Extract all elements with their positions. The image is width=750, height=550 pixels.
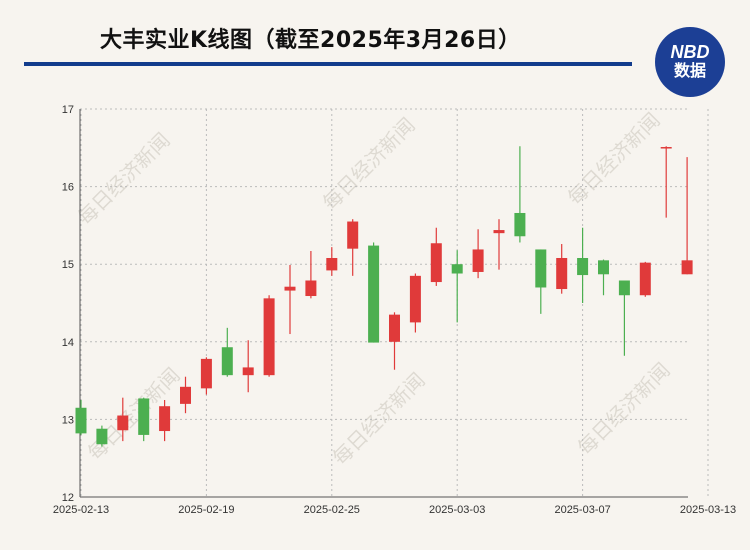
logo-text-top: NBD [670,42,710,62]
candle-body [117,415,129,431]
candle-body [389,314,400,342]
candle-body [180,386,191,404]
logo-text-bottom: 数据 [673,61,706,80]
y-tick-label: 15 [62,259,74,271]
y-tick-label: 14 [62,337,74,349]
candle-body [598,260,609,275]
y-tick-label: 13 [62,414,74,426]
candle-body [347,221,359,249]
candle-body [200,358,212,389]
candle-body [681,260,693,275]
chart-title: 大丰实业K线图（截至2025年3月26日） [100,28,521,53]
candle-body [577,257,589,276]
candle-body [368,245,380,343]
candle-body [305,280,317,297]
candle-body [75,407,87,434]
candle-body [556,257,568,290]
candle-body [263,298,275,376]
candle-body [221,347,233,376]
y-tick-label: 16 [62,182,74,194]
candle-body [639,262,651,296]
candle-body [96,428,108,445]
candle-body [660,147,672,149]
nbd-logo: NBD 数据 [655,27,725,97]
candle-body [514,212,526,237]
candle-body [159,406,171,432]
candle-body [618,280,630,296]
x-tick-label: 2025-02-19 [178,504,234,516]
candle-body [493,230,505,234]
candle-body [472,249,484,272]
candle-body [430,243,442,283]
x-tick-label: 2025-03-13 [680,504,736,516]
candle-body [326,257,338,271]
candle-body [535,249,547,288]
candle-body [451,264,463,274]
x-tick-label: 2025-03-07 [554,504,610,516]
candle-body [242,367,254,376]
candle-body [284,286,296,291]
candle-body [138,398,150,435]
y-tick-label: 17 [62,104,74,116]
x-tick-label: 2025-02-25 [304,504,360,516]
x-tick-label: 2025-02-13 [53,504,109,516]
x-tick-label: 2025-03-03 [429,504,485,516]
candle-body [409,275,421,323]
y-tick-label: 12 [62,492,74,504]
title-underline [24,62,632,66]
